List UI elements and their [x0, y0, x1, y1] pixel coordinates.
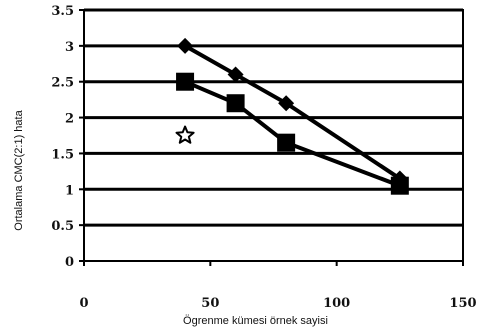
data-point	[226, 94, 245, 113]
x-tick-label: 50	[201, 296, 219, 311]
x-tick-label: 0	[79, 296, 88, 311]
data-point	[176, 72, 195, 91]
x-tick-label: 150	[449, 296, 476, 311]
data-point	[175, 125, 195, 144]
x-tick-label: 100	[323, 296, 350, 311]
data-point	[390, 176, 409, 195]
data-point	[277, 133, 296, 152]
y-tick-label: 3	[65, 40, 74, 55]
series-star	[175, 125, 195, 144]
plot-area	[83, 9, 464, 262]
y-tick-label: 1	[65, 183, 74, 198]
y-tick-label: 2	[65, 112, 74, 127]
series-square	[176, 72, 409, 195]
y-tick-label: 3.5	[51, 4, 74, 19]
data-point	[278, 95, 295, 112]
series-line	[184, 44, 401, 181]
y-tick-label: 0.5	[51, 219, 74, 234]
y-tick-label: 1.5	[51, 147, 74, 162]
y-axis-ticks: 0 0.5 1 1.5 2 2.5 3 3.5	[51, 4, 84, 270]
x-axis-ticks: 0 50 100 150	[79, 261, 477, 311]
data-series	[175, 37, 409, 195]
plot-border	[83, 9, 464, 262]
series-diamond	[177, 37, 408, 187]
gridlines	[84, 8, 463, 262]
series-line	[184, 79, 401, 188]
x-axis-title: Ögrenme kümesi örnek sayisi	[183, 315, 328, 327]
y-tick-label: 0	[65, 255, 74, 270]
data-point	[177, 37, 194, 54]
data-point	[227, 66, 244, 83]
y-axis-title: Ortalama CMC(2:1) hata	[13, 109, 25, 230]
y-tick-label: 2.5	[51, 76, 74, 91]
